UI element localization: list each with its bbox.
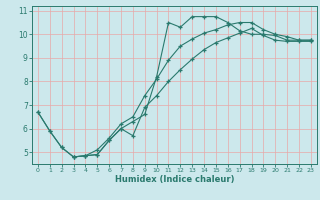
X-axis label: Humidex (Indice chaleur): Humidex (Indice chaleur)	[115, 175, 234, 184]
